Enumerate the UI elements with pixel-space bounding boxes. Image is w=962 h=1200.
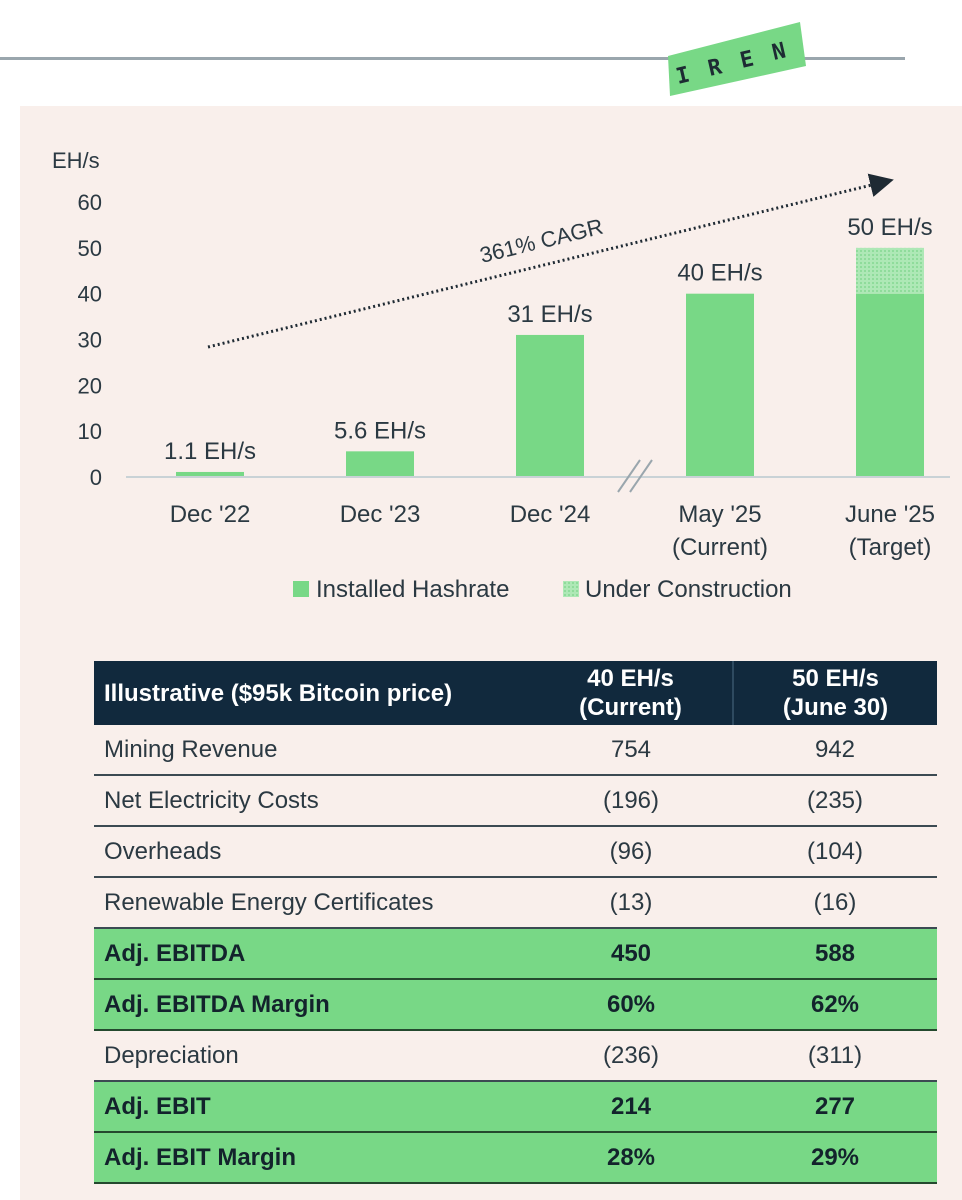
row-value-target: (104) <box>733 826 937 878</box>
row-label: Adj. EBITDA <box>94 928 529 980</box>
hashrate-chart: EH/s 0 10 20 30 40 50 60 1.1 EH/s 5.6 EH/s 31 EH… <box>52 148 950 603</box>
logo-letter-3: E <box>738 47 757 74</box>
header-current-line2: (Current) <box>579 694 682 721</box>
row-value-target: (311) <box>733 1030 937 1082</box>
bar-installed <box>346 451 414 477</box>
table-row: Adj. EBIT Margin 28% 29% <box>94 1132 937 1184</box>
row-label: Adj. EBITDA Margin <box>94 979 529 1031</box>
x-category-sublabel: (Target) <box>849 534 932 561</box>
logo-banner <box>668 22 806 96</box>
table-row: Mining Revenue 754 942 <box>94 725 937 776</box>
row-value-target: (16) <box>733 877 937 929</box>
y-tick-label: 0 <box>90 465 102 490</box>
data-labels: 1.1 EH/s 5.6 EH/s 31 EH/s 40 EH/s 50 EH/s <box>164 214 933 465</box>
table-header-target: 50 EH/s (June 30) <box>732 661 937 725</box>
x-category-label: May '25 <box>678 501 761 528</box>
x-category-label: Dec '24 <box>510 501 591 528</box>
table-header-row: Illustrative ($95k Bitcoin price) 40 EH/… <box>94 661 937 725</box>
row-value-current: (196) <box>529 775 733 827</box>
bar-data-label: 5.6 EH/s <box>334 417 426 444</box>
row-value-current: 60% <box>529 979 733 1031</box>
table-row: Adj. EBIT 214 277 <box>94 1081 937 1133</box>
table-row: Depreciation (236) (311) <box>94 1030 937 1082</box>
row-label: Net Electricity Costs <box>94 775 529 827</box>
logo-letter-1: I <box>674 63 693 90</box>
legend-swatch-under-construction <box>563 581 579 597</box>
row-value-current: (236) <box>529 1030 733 1082</box>
table-body: Mining Revenue 754 942 Net Electricity Cost… <box>94 725 937 1184</box>
logo-letter-2: R <box>706 54 725 82</box>
row-label: Overheads <box>94 826 529 878</box>
row-label: Adj. EBIT Margin <box>94 1132 529 1184</box>
y-tick-label: 20 <box>78 373 102 398</box>
y-tick-label: 50 <box>78 236 102 261</box>
row-label: Depreciation <box>94 1030 529 1082</box>
x-category-sublabel: (Current) <box>672 534 768 561</box>
table-row: Renewable Energy Certificates (13) (16) <box>94 877 937 929</box>
x-category-label: June '25 <box>845 501 935 528</box>
row-value-target: 29% <box>733 1132 937 1184</box>
x-category-label: Dec '22 <box>170 501 251 528</box>
bar-installed <box>176 471 244 477</box>
table-row: Overheads (96) (104) <box>94 826 937 878</box>
y-tick-label: 30 <box>78 328 102 353</box>
iren-logo: I R E N <box>668 22 806 96</box>
table-row: Adj. EBITDA Margin 60% 62% <box>94 979 937 1031</box>
row-value-target: 942 <box>733 725 937 776</box>
row-value-current: (13) <box>529 877 733 929</box>
bar-under-construction <box>856 247 924 294</box>
bar-data-label: 31 EH/s <box>507 301 592 328</box>
cagr-arrow <box>207 173 894 349</box>
financials-table: Illustrative ($95k Bitcoin price) 40 EH/… <box>94 661 937 1184</box>
row-value-current: (96) <box>529 826 733 878</box>
row-value-current: 754 <box>529 725 733 776</box>
legend-label-installed: Installed Hashrate <box>316 576 509 603</box>
legend: Installed Hashrate Under Construction <box>293 576 792 603</box>
bar-data-label: 50 EH/s <box>847 214 932 241</box>
legend-swatch-installed <box>293 581 309 597</box>
category-labels: Dec '22 Dec '23 Dec '24 May '25 (Current) Jun… <box>170 501 935 561</box>
y-tick-label: 40 <box>78 282 102 307</box>
row-label: Renewable Energy Certificates <box>94 877 529 929</box>
legend-label-under-construction: Under Construction <box>585 576 792 603</box>
row-value-current: 28% <box>529 1132 733 1184</box>
row-value-current: 450 <box>529 928 733 980</box>
bar-data-label: 1.1 EH/s <box>164 438 256 465</box>
header-target-line2: (June 30) <box>782 694 889 721</box>
row-value-target: (235) <box>733 775 937 827</box>
header-target-line1: 50 EH/s <box>792 665 879 692</box>
bar-installed <box>516 334 584 477</box>
bar-installed <box>856 293 924 477</box>
axis-break-mark <box>617 459 653 493</box>
y-axis-unit: EH/s <box>52 148 100 173</box>
y-axis-ticks: 0 10 20 30 40 50 60 <box>78 190 102 490</box>
y-tick-label: 60 <box>78 190 102 215</box>
logo-letter-4: N <box>770 39 789 66</box>
header-rule <box>0 57 905 60</box>
table-header-current: 40 EH/s (Current) <box>529 661 733 725</box>
row-label: Mining Revenue <box>94 725 529 776</box>
cagr-annotation: 361% CAGR <box>477 214 605 268</box>
row-value-target: 62% <box>733 979 937 1031</box>
header-current-line1: 40 EH/s <box>587 665 674 692</box>
row-label: Adj. EBIT <box>94 1081 529 1133</box>
bar-data-label: 40 EH/s <box>677 260 762 287</box>
table-row: Adj. EBITDA 450 588 <box>94 928 937 980</box>
table-header-label: Illustrative ($95k Bitcoin price) <box>94 661 529 725</box>
table-row: Net Electricity Costs (196) (235) <box>94 775 937 827</box>
row-value-target: 277 <box>733 1081 937 1133</box>
bar-installed <box>686 293 754 477</box>
bars <box>176 247 924 477</box>
x-category-label: Dec '23 <box>340 501 421 528</box>
row-value-current: 214 <box>529 1081 733 1133</box>
row-value-target: 588 <box>733 928 937 980</box>
y-tick-label: 10 <box>78 419 102 444</box>
